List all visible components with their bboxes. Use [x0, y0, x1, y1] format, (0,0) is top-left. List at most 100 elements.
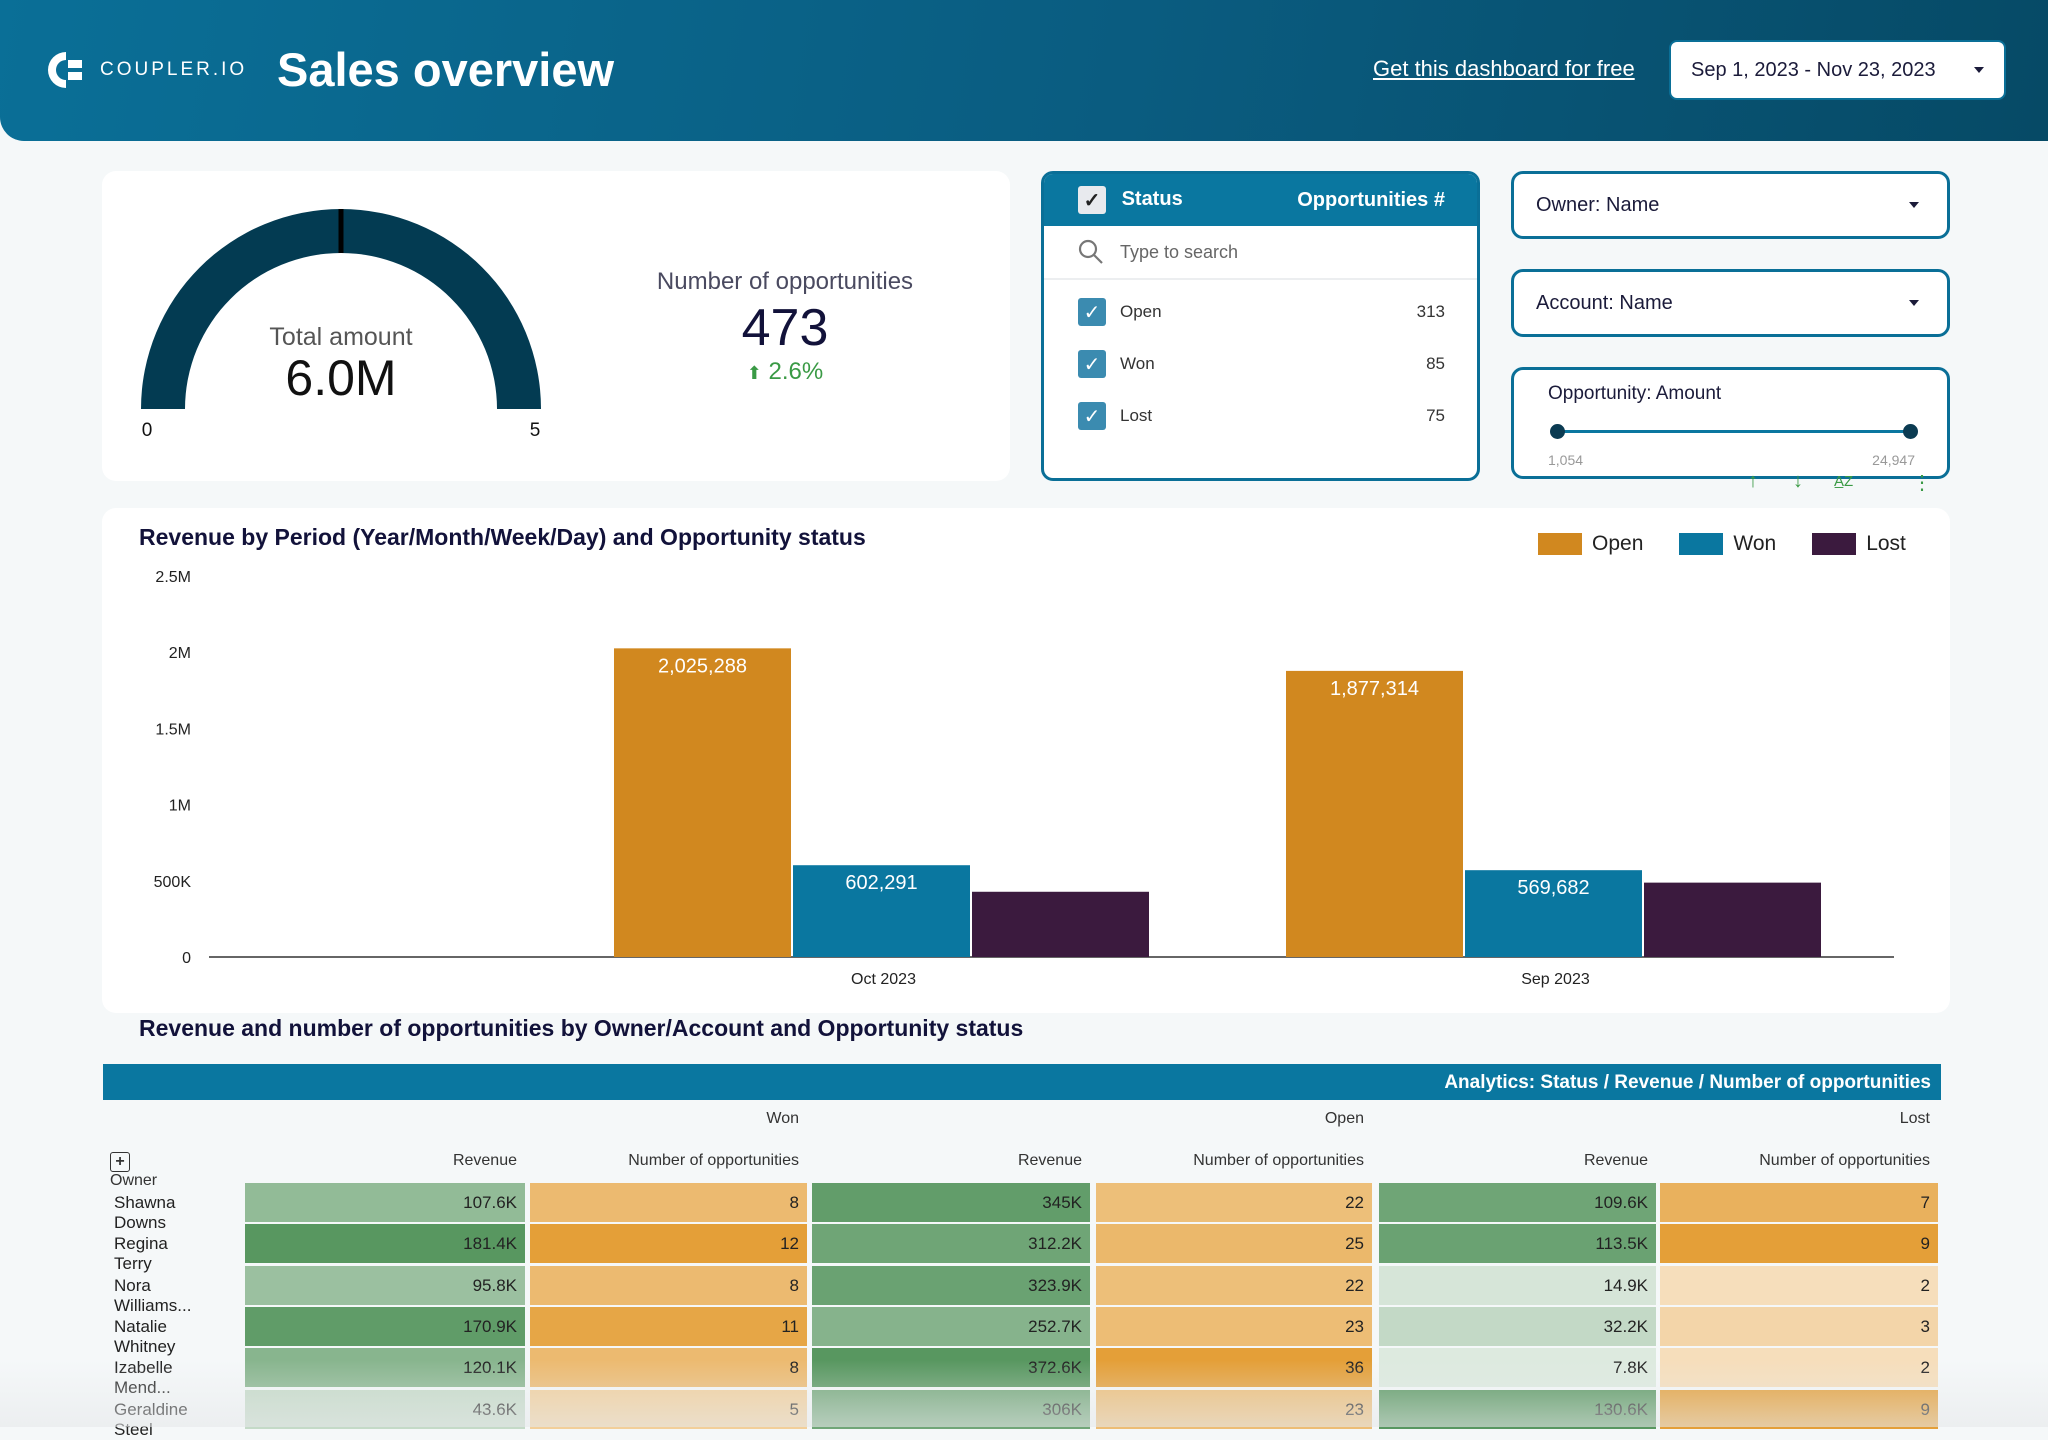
table-cell: 8 [530, 1265, 807, 1305]
account-dropdown[interactable]: Account: Name [1511, 269, 1950, 337]
status-search[interactable]: Type to search [1044, 226, 1477, 280]
logo-text: COUPLER.IO [100, 59, 248, 80]
table-cell: 12 [530, 1224, 807, 1264]
legend-label: Open [1592, 532, 1644, 555]
opportunities-value: 473 [741, 299, 829, 357]
account-dropdown-label: Account: Name [1536, 291, 1673, 314]
slider-max-handle[interactable] [1903, 424, 1918, 439]
column-header[interactable]: Number of opportunities [628, 1152, 799, 1169]
column-header[interactable]: Number of opportunities [1759, 1152, 1930, 1169]
table-cell: 22 [1096, 1183, 1372, 1222]
status-filter: ✓ Status Opportunities # Type to search … [1041, 171, 1480, 481]
date-range-picker[interactable]: Sep 1, 2023 - Nov 23, 2023 [1669, 40, 2006, 100]
data-label: 1,877,314 [1330, 678, 1419, 700]
table-cell: 170.9K [245, 1306, 525, 1346]
sort-descending-icon[interactable]: ↓ [1793, 470, 1803, 492]
select-all-checkbox[interactable]: ✓ [1078, 186, 1106, 214]
table-cell: 181.4K [245, 1224, 525, 1264]
y-tick-label: 2M [169, 645, 191, 662]
coupler-logo[interactable]: COUPLER.IO [44, 48, 247, 92]
data-label: 2,025,288 [658, 655, 747, 677]
slider-min-handle[interactable] [1550, 424, 1565, 439]
table-cell: 8 [530, 1183, 807, 1222]
y-tick-label: 0 [182, 950, 191, 967]
status-option-won[interactable]: ✓ Won 85 [1044, 338, 1477, 390]
legend-lost[interactable]: Lost [1812, 532, 1906, 556]
group-header-open: Open [1324, 1110, 1364, 1127]
sort-ascending-icon[interactable]: ↑ [1748, 470, 1758, 492]
column-header[interactable]: Revenue [1583, 1152, 1648, 1169]
table-title: Revenue and number of opportunities by O… [139, 1015, 1024, 1041]
owner-dropdown-label: Owner: Name [1536, 193, 1660, 216]
legend-won[interactable]: Won [1679, 532, 1776, 556]
opportunities-delta: ⬆ 2.6% [560, 358, 1010, 386]
owner-name: Nora Williams... [114, 1275, 192, 1315]
checkbox-checked[interactable]: ✓ [1078, 350, 1106, 378]
chart-title: Revenue by Period (Year/Month/Week/Day) … [139, 524, 866, 550]
table-cell: 95.8K [245, 1265, 525, 1305]
y-tick-label: 500K [154, 874, 192, 891]
table-cell: 23 [1096, 1306, 1372, 1346]
sort-az-icon[interactable]: A̲Z [1834, 473, 1854, 490]
table-cell: 2 [1660, 1265, 1938, 1305]
table-cell: 11 [530, 1306, 807, 1346]
column-header[interactable]: Revenue [1017, 1152, 1082, 1169]
option-count: 313 [1416, 302, 1445, 321]
bar-open [1286, 670, 1463, 957]
gauge-max: 5 [530, 420, 541, 441]
legend-open[interactable]: Open [1538, 532, 1643, 556]
checkbox-checked[interactable]: ✓ [1078, 402, 1106, 430]
table-cell: 3 [1660, 1306, 1938, 1346]
search-placeholder: Type to search [1120, 241, 1239, 262]
bar-won [1465, 870, 1642, 957]
table-cell: 345K [812, 1183, 1090, 1222]
chart-legend: Open Won Lost [1538, 532, 1906, 556]
option-label: Won [1120, 354, 1155, 373]
amount-range-slider[interactable]: Opportunity: Amount 1,054 24,947 [1511, 367, 1950, 479]
slider-min-value: 1,054 [1548, 452, 1584, 468]
data-label: 602,291 [845, 872, 917, 894]
bottom-fade [0, 1360, 2048, 1427]
coupler-logo-icon [48, 52, 82, 88]
status-filter-header: ✓ Status Opportunities # [1044, 174, 1477, 226]
x-tick-label: Sep 2023 [1521, 971, 1590, 988]
status-header-label: Status [1121, 188, 1183, 211]
status-option-lost[interactable]: ✓ Lost 75 [1044, 390, 1477, 442]
checkbox-checked[interactable]: ✓ [1078, 298, 1106, 326]
group-header-lost: Lost [1899, 1110, 1930, 1127]
data-label: 569,682 [1517, 877, 1589, 899]
table-cell: 312.2K [812, 1224, 1090, 1264]
y-tick-label: 2.5M [155, 569, 191, 586]
status-option-open[interactable]: ✓ Open 313 [1044, 286, 1477, 338]
table-cell: 107.6K [245, 1183, 525, 1222]
owner-header[interactable]: +Owner [110, 1152, 157, 1190]
gauge-min: 0 [142, 420, 153, 441]
table-cell: 252.7K [812, 1306, 1090, 1346]
kpi-card [102, 171, 1010, 481]
y-tick-label: 1M [169, 798, 191, 815]
option-label: Lost [1120, 406, 1153, 425]
slider-label: Opportunity: Amount [1548, 383, 1722, 404]
count-header-label: Opportunities # [1297, 188, 1445, 211]
owner-header-label: Owner [110, 1172, 158, 1189]
get-dashboard-link[interactable]: Get this dashboard for free [1373, 56, 1635, 81]
gauge-arc [141, 209, 541, 409]
delta-value: 2.6% [768, 358, 824, 385]
table-cell: 109.6K [1379, 1183, 1656, 1222]
column-header[interactable]: Number of opportunities [1193, 1152, 1364, 1169]
x-tick-label: Oct 2023 [851, 971, 916, 988]
slider-track[interactable] [1556, 430, 1908, 433]
option-label: Open [1120, 302, 1162, 321]
table-cell: 7 [1660, 1183, 1938, 1222]
slider-max-value: 24,947 [1872, 452, 1915, 468]
bar-won [793, 865, 970, 957]
column-header[interactable]: Revenue [452, 1152, 517, 1169]
legend-swatch [1679, 533, 1724, 555]
expand-icon[interactable]: + [110, 1152, 130, 1172]
owner-dropdown[interactable]: Owner: Name [1511, 171, 1950, 239]
bar-lost [1644, 882, 1821, 957]
y-tick-label: 1.5M [155, 721, 191, 738]
more-options-icon[interactable]: ⋮ [1912, 472, 1932, 494]
gauge-label: Total amount [269, 323, 412, 351]
bar-open [614, 648, 791, 957]
